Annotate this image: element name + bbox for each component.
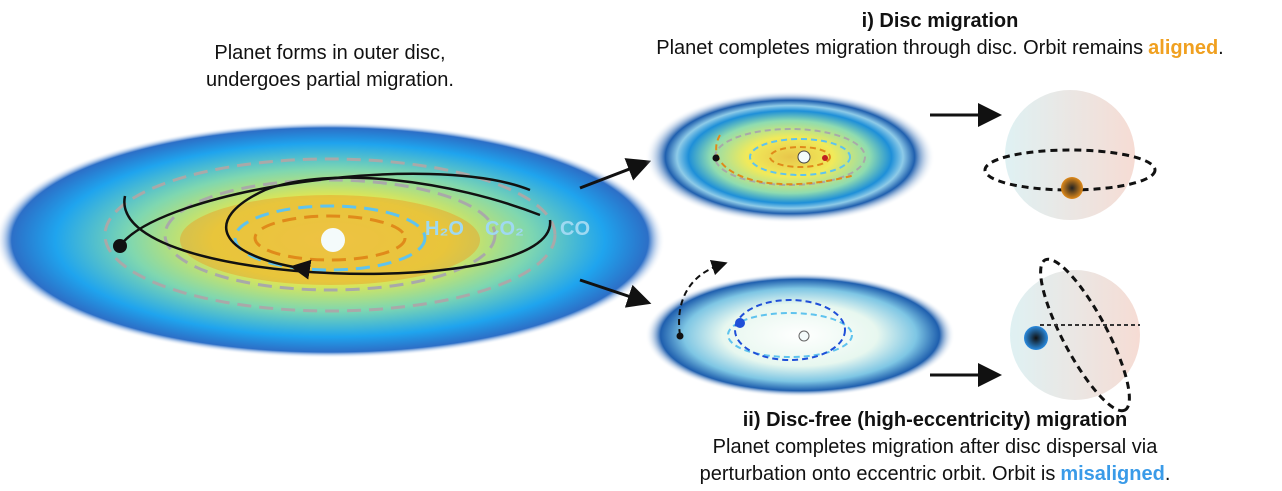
- highlight: misaligned: [1060, 463, 1165, 485]
- migration-spiral: [225, 176, 541, 280]
- planet: [676, 332, 684, 340]
- planet: [822, 155, 828, 161]
- highlight: aligned: [1148, 37, 1219, 59]
- panel-i-caption: i) Disc migration Planet completes migra…: [600, 8, 1280, 62]
- planet: [1024, 326, 1048, 350]
- snowlines: H₂O CO₂ CO: [425, 218, 590, 240]
- orbits: [678, 259, 853, 361]
- disc: [645, 91, 935, 223]
- molecule-label: H₂O: [425, 218, 464, 240]
- planet: [712, 154, 720, 162]
- planet: [735, 318, 745, 328]
- star-sphere: [1005, 90, 1135, 220]
- left-caption: Planet forms in outer disc, undergoes pa…: [170, 40, 490, 94]
- caption-line: Planet completes migration after disc di…: [712, 436, 1158, 458]
- orbits: [103, 157, 557, 313]
- orbit: [1039, 257, 1131, 413]
- star: [797, 150, 811, 164]
- planet: [1061, 177, 1083, 199]
- caption-text: perturbation onto eccentric orbit. Orbit…: [699, 463, 1056, 485]
- planet-track: [118, 172, 531, 247]
- panel-title: ii) Disc-free (high-eccentricity) migrat…: [742, 409, 1128, 431]
- punctuation: .: [1164, 463, 1171, 485]
- star-sphere: [1010, 270, 1140, 400]
- planet-track: [123, 195, 552, 276]
- caption-line: Planet forms in outer disc,: [214, 42, 446, 64]
- caption-line: undergoes partial migration.: [206, 69, 454, 91]
- panel-ii-caption: ii) Disc-free (high-eccentricity) migrat…: [640, 407, 1230, 488]
- molecule-label: CO₂: [485, 218, 524, 240]
- planet: [113, 239, 127, 253]
- star: [321, 228, 345, 252]
- caption-text: Planet completes migration through disc.…: [656, 37, 1144, 59]
- punctuation: .: [1218, 37, 1224, 59]
- panel-title: i) Disc migration: [861, 10, 1019, 32]
- molecule-label: CO: [560, 218, 590, 240]
- star: [798, 330, 810, 342]
- arrows: [579, 103, 1002, 387]
